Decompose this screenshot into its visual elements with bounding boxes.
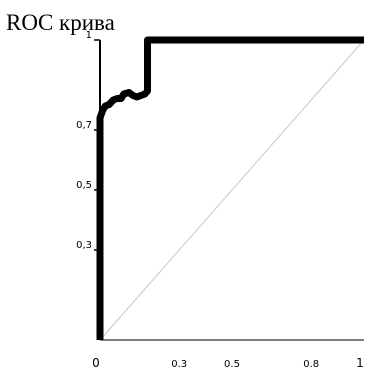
y-tick-labels: 1 0,7 0,5 0,3 [76,30,92,251]
y-tick-label: 1 [86,30,92,41]
x-tick-label: 0.8 [303,359,319,369]
roc-curve-group [96,36,365,341]
chart-title: ROC крива [6,10,115,35]
x-tick-label: 0.3 [171,359,187,369]
x-tick-label: 0.5 [224,359,240,369]
x-tick-labels: 0 0.3 0.5 0.8 1 [92,356,364,369]
reference-diagonal-group [99,39,365,341]
y-tick-label: 0,5 [76,180,92,191]
x-tick-label: 0 [92,356,100,369]
y-tick-label: 0,7 [76,120,92,131]
reference-diagonal-line [99,39,365,341]
x-tick-label: 1 [356,356,364,369]
roc-curve-line [96,36,364,340]
y-tick-label: 0,3 [76,240,92,251]
axes [94,39,364,341]
